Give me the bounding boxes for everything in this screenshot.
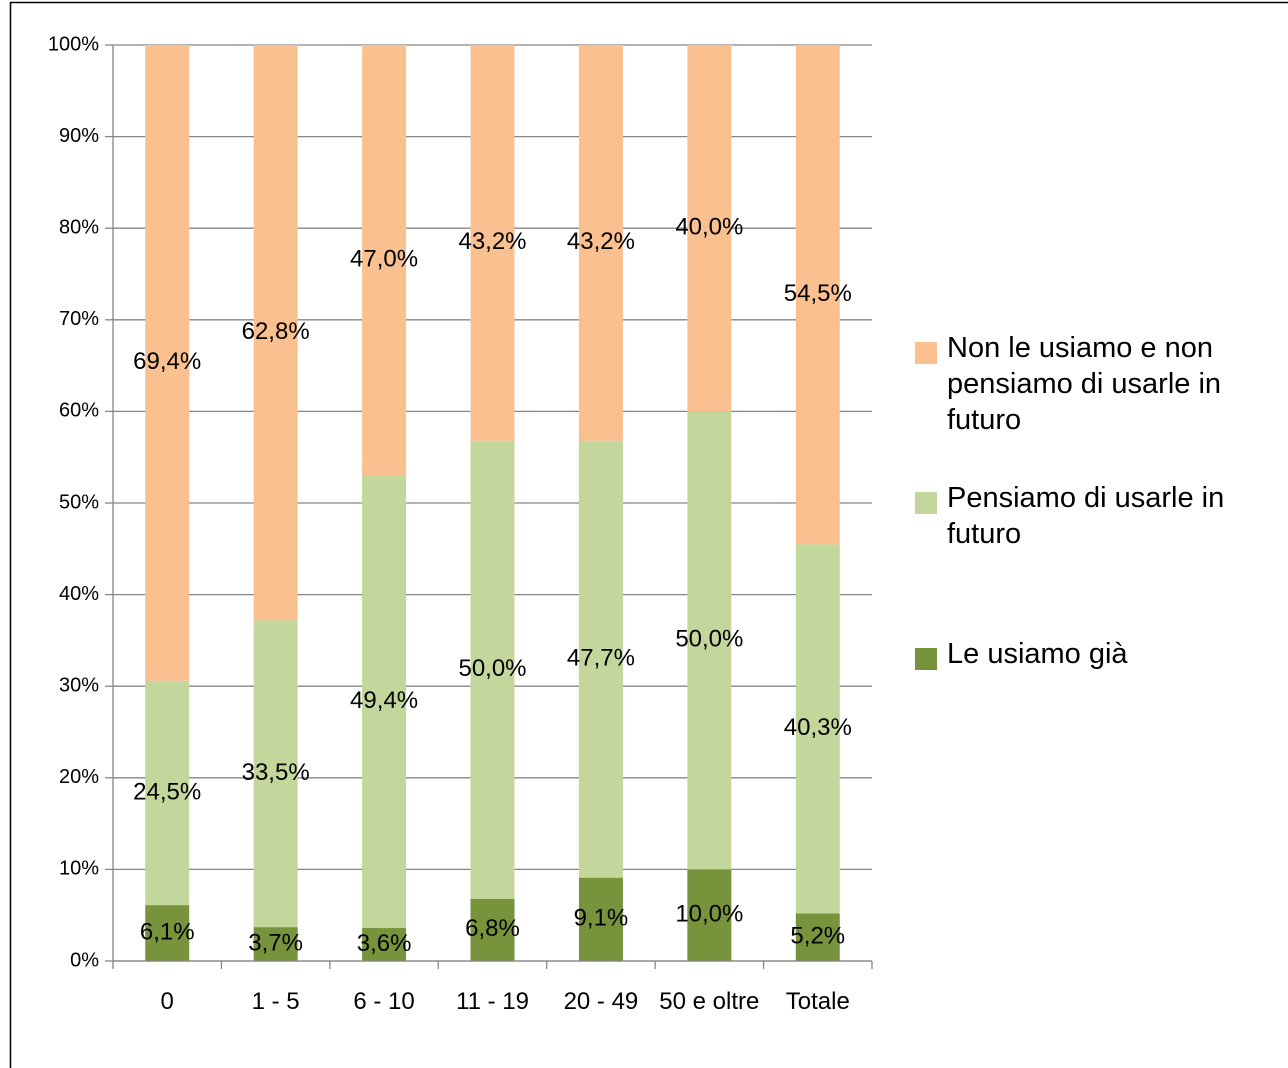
data-label: 69,4% [133,348,201,375]
bar-segment [362,475,407,929]
x-tick-label: 6 - 10 [353,988,415,1015]
data-label: 9,1% [574,905,629,932]
data-label: 50,0% [458,655,526,682]
bar-segment [470,440,515,899]
legend-label: Le usiamo già [947,638,1128,670]
bar-segment [795,45,840,545]
bar-segment [578,440,623,878]
data-label: 40,3% [784,714,852,741]
x-tick-label: 0 [160,988,174,1015]
bar-segment [795,544,840,914]
y-tick-label: 50% [59,491,99,513]
legend-label: Pensiamo di usarle in futuro [947,482,1225,550]
data-label: 3,7% [248,929,303,956]
bar-segment [253,620,298,928]
y-tick-label: 40% [59,583,99,605]
bar-segment [145,905,190,961]
bar-segment [362,45,407,476]
legend-label: Non le usiamo e non pensiamo di usarle i… [947,332,1222,436]
bar-segment [687,45,732,412]
bar-segment [253,927,298,961]
data-label: 43,2% [567,228,635,255]
bar-segment [795,913,840,961]
data-label: 47,7% [567,645,635,672]
data-label: 6,8% [465,915,520,942]
data-label: 5,2% [790,923,845,950]
bar-segment [253,45,298,621]
data-label: 40,0% [675,214,743,241]
bar-segment [145,680,190,906]
y-tick-label: 0% [70,949,99,971]
data-label: 6,1% [140,918,195,945]
y-tick-label: 10% [59,858,99,880]
y-tick-label: 90% [59,125,99,147]
legend-swatch [915,492,937,514]
data-label: 62,8% [242,318,310,345]
y-tick-label: 100% [48,33,99,55]
x-tick-label: 11 - 19 [456,988,529,1015]
x-tick-label: 1 - 5 [251,988,300,1015]
y-tick-label: 20% [59,766,99,788]
bar-segment [145,45,190,681]
bar-segment [578,877,623,961]
legend-swatch [915,648,937,670]
data-label: 54,5% [784,280,852,307]
data-label: 50,0% [675,626,743,653]
data-label: 33,5% [242,759,310,786]
x-tick-label: 20 - 49 [563,988,639,1015]
y-tick-label: 30% [59,674,99,696]
x-tick-label: 50 e oltre [659,988,760,1015]
data-label: 3,6% [357,930,412,957]
data-label: 24,5% [133,778,201,805]
data-label: 49,4% [350,687,418,714]
data-label: 47,0% [350,246,418,273]
x-tick-label: Totale [785,988,850,1015]
y-tick-label: 80% [59,216,99,238]
bar-segment [362,928,407,961]
y-tick-label: 70% [59,308,99,330]
y-tick-label: 60% [59,400,99,422]
bar-segment [470,45,515,441]
data-label: 10,0% [675,901,743,928]
legend-swatch [915,342,937,364]
bar-segment [470,898,515,961]
bar-segment [578,45,623,441]
bar-segment [687,869,732,961]
frame [9,1,1288,1068]
data-label: 43,2% [458,228,526,255]
bar-segment [687,411,732,870]
